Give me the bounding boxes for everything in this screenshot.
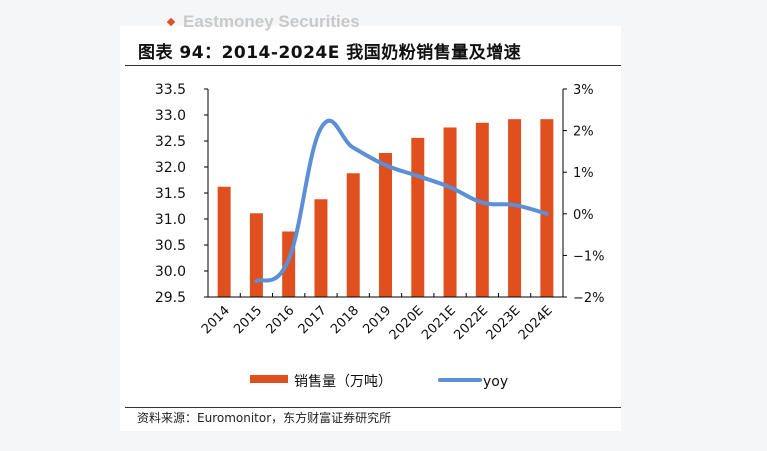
- bar-2014: [217, 186, 231, 297]
- x-tick-label: 2020E: [387, 303, 427, 343]
- bar-2020E: [411, 137, 425, 297]
- right-tick-label: 3%: [573, 83, 594, 98]
- bar-2018: [346, 173, 360, 297]
- x-tick-label: 2022E: [451, 303, 491, 343]
- bar-2019: [379, 152, 392, 297]
- left-tick-label: 29.5: [155, 290, 186, 306]
- x-tick-label: 2017: [296, 303, 330, 337]
- right-tick-label: 1%: [573, 166, 594, 181]
- bar-2021E: [443, 127, 457, 297]
- bar-2015: [249, 213, 263, 297]
- left-tick-label: 32.0: [155, 160, 186, 176]
- report-card: [120, 26, 621, 431]
- source-note: 资料来源：Euromonitor，东方财富证券研究所: [137, 411, 392, 425]
- bar-2023E: [508, 119, 522, 297]
- left-tick-label: 33.5: [155, 82, 186, 98]
- left-tick-label: 31.5: [155, 186, 186, 202]
- x-tick-label: 2015: [231, 303, 265, 337]
- x-tick-label: 2014: [199, 303, 233, 337]
- legend-swatch-bar: [250, 375, 288, 383]
- legend-label-bar: 销售量（万吨）: [294, 374, 392, 390]
- right-tick-label: −2%: [573, 291, 605, 306]
- left-tick-label: 30.0: [155, 264, 186, 280]
- bar-2022E: [475, 122, 489, 297]
- x-tick-label: 2021E: [419, 303, 459, 343]
- right-tick-label: 0%: [573, 208, 594, 223]
- brand-watermark: Eastmoney Securities: [183, 12, 360, 31]
- chart-title: 图表 94：2014-2024E 我国奶粉销售量及增速: [138, 43, 522, 63]
- left-tick-label: 33.0: [155, 108, 186, 124]
- x-tick-label: 2016: [264, 303, 298, 337]
- legend-label-line: yoy: [483, 374, 508, 390]
- x-tick-label: 2018: [328, 303, 362, 337]
- bar-2017: [314, 199, 328, 297]
- x-tick-label: 2024E: [516, 303, 556, 343]
- left-tick-label: 31.0: [155, 212, 186, 228]
- top-band: [0, 0, 767, 26]
- left-tick-label: 30.5: [155, 238, 186, 254]
- source-divider: [125, 407, 621, 408]
- left-tick-label: 32.5: [155, 134, 186, 150]
- right-tick-label: −1%: [573, 249, 605, 264]
- right-tick-label: 2%: [573, 125, 594, 140]
- title-divider: [125, 65, 621, 66]
- x-tick-label: 2023E: [484, 303, 524, 343]
- bar-2024E: [540, 119, 554, 297]
- yoy-line: [254, 118, 549, 284]
